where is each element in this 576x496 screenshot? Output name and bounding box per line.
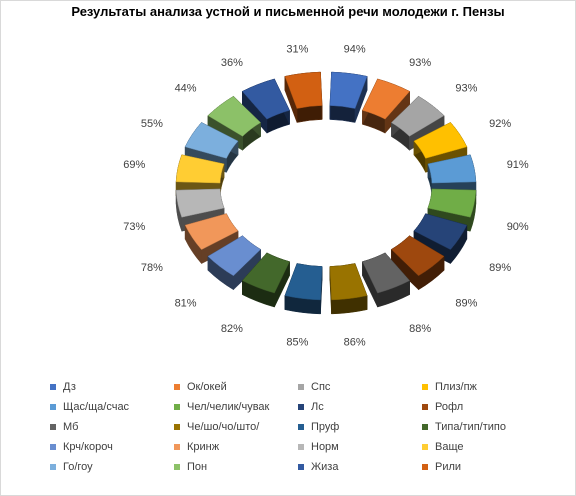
pie-slice-8: [390, 235, 445, 291]
legend-item-18: Пон: [174, 460, 298, 473]
data-label-1: 94%: [344, 44, 366, 56]
legend-label: Пон: [187, 460, 208, 473]
data-label-3: 93%: [455, 83, 477, 95]
legend: Дз Ок/окей Спс Плиз/пж Щас/ща/счас Чел/челик/…: [50, 380, 560, 473]
legend-label: Че/шо/чо/што/: [187, 420, 260, 433]
legend-label: Жиза: [311, 460, 339, 473]
data-label-5: 91%: [507, 159, 529, 171]
legend-label: Кринж: [187, 440, 220, 453]
legend-label: Дз: [63, 380, 76, 393]
legend-label: Рофл: [435, 400, 464, 413]
legend-swatch: [174, 443, 180, 450]
legend-swatch: [298, 423, 304, 430]
data-label-6: 90%: [507, 221, 529, 233]
legend-label: Ваще: [435, 440, 464, 453]
legend-swatch: [50, 403, 56, 410]
data-label-20: 31%: [286, 44, 308, 56]
legend-label: Чел/челик/чувак: [187, 400, 270, 413]
legend-item-13: Крч/короч: [50, 440, 174, 453]
legend-label: Крч/короч: [63, 440, 113, 453]
legend-swatch: [422, 403, 428, 410]
legend-item-7: Лс: [298, 400, 422, 413]
legend-label: Плиз/пж: [435, 380, 477, 393]
legend-item-17: Го/гоу: [50, 460, 174, 473]
legend-item-15: Норм: [298, 440, 422, 453]
legend-label: Щас/ща/счас: [63, 400, 130, 413]
data-label-17: 55%: [141, 118, 163, 130]
pie-slice-15: [175, 188, 225, 232]
legend-label: Пруф: [311, 420, 340, 433]
legend-item-5: Щас/ща/счас: [50, 400, 174, 413]
legend-swatch: [422, 423, 428, 430]
legend-swatch: [422, 463, 428, 470]
pie-slice-11: [284, 263, 323, 315]
legend-item-20: Рили: [422, 460, 546, 473]
legend-item-6: Чел/челик/чувак: [174, 400, 298, 413]
legend-swatch: [50, 423, 56, 430]
legend-item-10: Че/шо/чо/што/: [174, 420, 298, 433]
legend-item-11: Пруф: [298, 420, 422, 433]
legend-label: Мб: [63, 420, 79, 433]
data-label-7: 89%: [489, 262, 511, 274]
pie-slice-17: [184, 121, 239, 173]
data-label-12: 82%: [221, 323, 243, 335]
legend-swatch: [50, 383, 56, 390]
legend-item-3: Спс: [298, 380, 422, 393]
legend-item-14: Кринж: [174, 440, 298, 453]
legend-item-16: Ваще: [422, 440, 546, 453]
legend-label: Рили: [435, 460, 462, 473]
legend-item-4: Плиз/пж: [422, 380, 546, 393]
legend-label: Норм: [311, 440, 339, 453]
legend-swatch: [422, 383, 428, 390]
legend-swatch: [298, 383, 304, 390]
pie-slice-13: [207, 235, 262, 291]
data-label-2: 93%: [409, 57, 431, 69]
legend-swatch: [174, 383, 180, 390]
legend-swatch: [50, 443, 56, 450]
pie-slice-6: [427, 188, 477, 232]
legend-label: Го/гоу: [63, 460, 93, 473]
legend-swatch: [422, 443, 428, 450]
legend-swatch: [174, 463, 180, 470]
legend-item-8: Рофл: [422, 400, 546, 413]
data-label-16: 69%: [123, 159, 145, 171]
legend-label: Спс: [311, 380, 331, 393]
legend-swatch: [298, 443, 304, 450]
legend-swatch: [298, 403, 304, 410]
legend-swatch: [50, 463, 56, 470]
data-label-4: 92%: [489, 118, 511, 130]
legend-label: Типа/тип/типо: [435, 420, 506, 433]
pie-slice-19: [241, 78, 290, 134]
pie-slice-20: [284, 71, 323, 123]
data-label-8: 89%: [455, 297, 477, 309]
legend-label: Ок/окей: [187, 380, 227, 393]
legend-item-19: Жиза: [298, 460, 422, 473]
legend-swatch: [174, 403, 180, 410]
pie-slice-14: [184, 213, 239, 265]
legend-swatch: [298, 463, 304, 470]
data-label-15: 73%: [123, 221, 145, 233]
legend-label: Лс: [311, 400, 324, 413]
legend-item-12: Типа/тип/типо: [422, 420, 546, 433]
legend-item-9: Мб: [50, 420, 174, 433]
data-label-11: 85%: [286, 336, 308, 348]
data-label-14: 78%: [141, 262, 163, 274]
pie-slice-10: [329, 263, 368, 315]
data-label-10: 86%: [344, 336, 366, 348]
pie-slice-1: [329, 71, 368, 123]
legend-item-2: Ок/окей: [174, 380, 298, 393]
data-label-13: 81%: [175, 297, 197, 309]
data-label-18: 44%: [175, 83, 197, 95]
data-label-9: 88%: [409, 323, 431, 335]
pie-plot-area: 94% 93% 93% 92% 91% 90% 89% 89% 88% 86% 85% 82% 81% 7…: [123, 44, 529, 349]
data-label-19: 36%: [221, 57, 243, 69]
chart-title: Результаты анализа устной и письменной р…: [71, 4, 505, 19]
pie-slice-12: [241, 252, 290, 308]
pie-slice-9: [362, 252, 411, 308]
legend-swatch: [174, 423, 180, 430]
legend-item-1: Дз: [50, 380, 174, 393]
